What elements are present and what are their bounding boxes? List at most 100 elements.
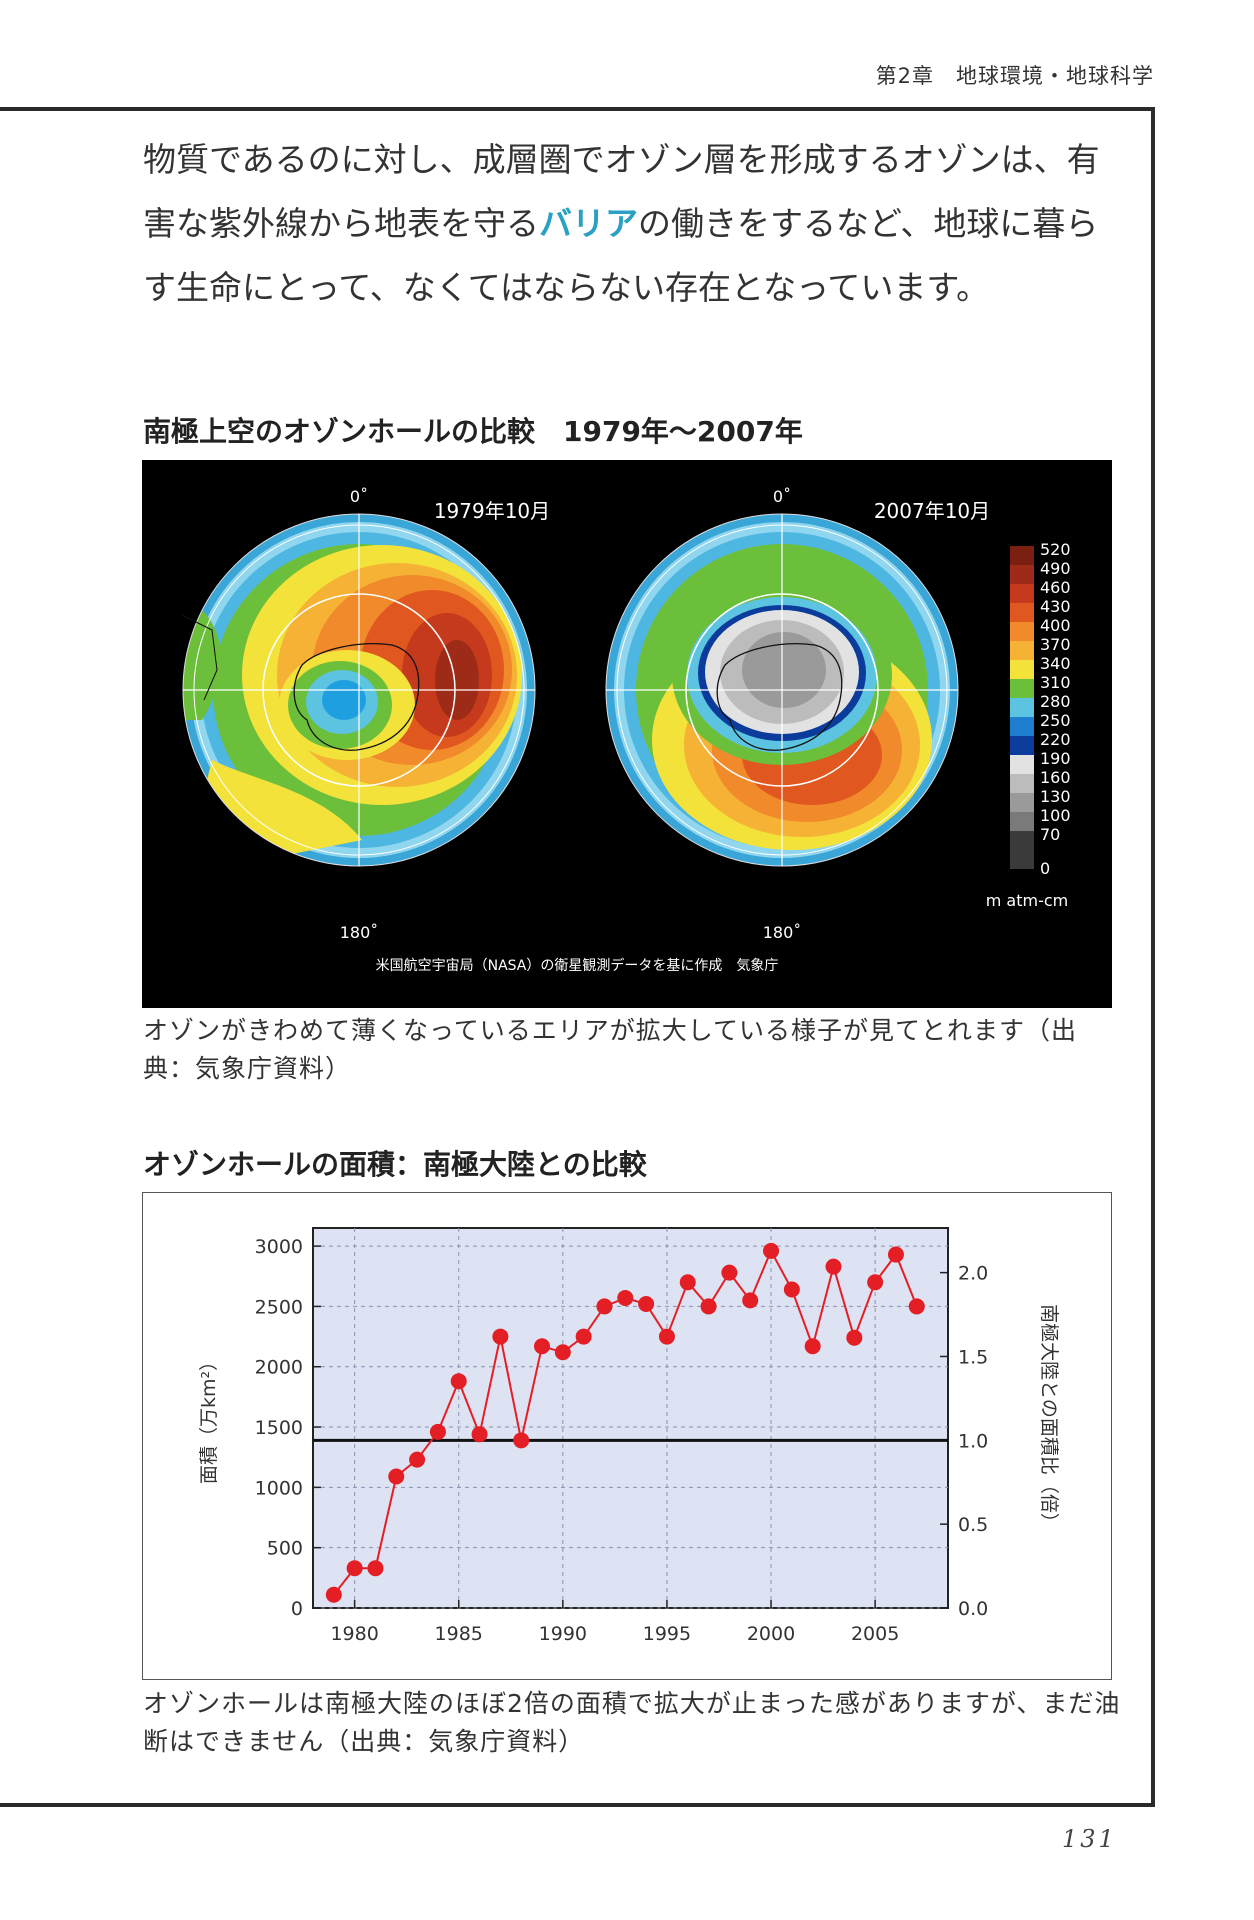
legend-swatch	[1010, 698, 1034, 717]
legend-tick-label: 70	[1040, 825, 1060, 844]
x-tick-label: 1985	[435, 1623, 483, 1645]
data-point	[367, 1560, 384, 1577]
legend-tick-label: 430	[1040, 597, 1071, 616]
map-right-label: 2007年10月	[874, 499, 990, 523]
y2-tick-label: 0.5	[958, 1514, 988, 1536]
y2-tick-label: 1.0	[958, 1430, 988, 1452]
legend-tick-label: 280	[1040, 692, 1071, 711]
legend-swatch	[1010, 717, 1034, 736]
x-tick-label: 1980	[330, 1623, 378, 1645]
ozone-area-chart: 0 500 1000 1500 2000 2500 3000 1980 1985 1990 1995…	[142, 1192, 1112, 1680]
data-point	[617, 1289, 634, 1306]
page-frame	[0, 107, 1155, 1807]
legend-tick-label: 520	[1040, 540, 1071, 559]
lon-top-left: 0˚	[350, 487, 368, 506]
legend-swatch	[1010, 641, 1034, 660]
data-point	[908, 1298, 925, 1315]
data-point	[783, 1281, 800, 1298]
legend-tick-label: 460	[1040, 578, 1071, 597]
legend-tick-label: 160	[1040, 768, 1071, 787]
x-tick-label: 2005	[851, 1623, 899, 1645]
data-point	[325, 1586, 342, 1603]
figure2-title: オゾンホールの面積：南極大陸との比較	[143, 1148, 647, 1181]
chart-svg: 0 500 1000 1500 2000 2500 3000 1980 1985 1990 1995…	[198, 1227, 1060, 1645]
colorbar-legend: 5204904604304003703403102802502201901601…	[1010, 540, 1071, 878]
legend-swatch	[1010, 736, 1034, 755]
map-2007	[605, 513, 959, 867]
data-point	[867, 1274, 884, 1291]
data-point	[742, 1292, 759, 1309]
legend-tick-label: 310	[1040, 673, 1071, 692]
y-tick-label: 1000	[255, 1477, 303, 1499]
y-tick-label: 2000	[255, 1357, 303, 1379]
data-point	[804, 1338, 821, 1355]
legend-tick-label: 130	[1040, 787, 1071, 806]
y2-axis-label: 南極大陸との面積比（倍）	[1038, 1304, 1060, 1532]
legend-tick-label: 250	[1040, 711, 1071, 730]
chapter-header: 第2章 地球環境・地球科学	[875, 64, 1154, 88]
data-point	[846, 1329, 863, 1346]
legend-swatch	[1010, 603, 1034, 622]
data-point	[700, 1298, 717, 1315]
map-1979	[181, 513, 536, 867]
map-credit: 米国航空宇宙局（NASA）の衛星観測データを基に作成 気象庁	[376, 957, 779, 974]
figure1-title: 南極上空のオゾンホールの比較 1979年～2007年	[143, 415, 803, 448]
legend-swatch	[1010, 812, 1034, 831]
y-tick-label: 1500	[255, 1417, 303, 1439]
data-point	[429, 1423, 446, 1440]
data-point	[471, 1426, 488, 1443]
y2-tick-label: 0.0	[958, 1598, 988, 1620]
legend-swatch	[1010, 622, 1034, 641]
legend-swatch	[1010, 679, 1034, 698]
y-tick-label: 3000	[255, 1236, 303, 1258]
data-point	[388, 1468, 405, 1485]
x-tick-label: 1990	[539, 1623, 587, 1645]
legend-tick-label: 100	[1040, 806, 1071, 825]
body-text-highlight: バリア	[539, 204, 638, 243]
data-point	[513, 1432, 530, 1449]
y-axis-label: 面積（万km²）	[198, 1352, 220, 1484]
data-point	[575, 1328, 592, 1345]
legend-tick-label: 370	[1040, 635, 1071, 654]
data-point	[346, 1560, 363, 1577]
figure1-caption: オゾンがきわめて薄くなっているエリアが拡大している様子が見てとれます（出典：気象…	[143, 1016, 1078, 1083]
legend-swatch	[1010, 546, 1034, 565]
y2-tick-label: 2.0	[958, 1263, 988, 1285]
lon-bottom-left: 180˚	[340, 923, 379, 942]
x-tick-label: 1995	[643, 1623, 691, 1645]
data-point	[679, 1274, 696, 1291]
lon-bottom-right: 180˚	[763, 923, 802, 942]
legend-tick-label: 340	[1040, 654, 1071, 673]
y-tick-label: 500	[267, 1538, 303, 1560]
plot-area	[312, 1227, 949, 1609]
legend-tick-label: 220	[1040, 730, 1071, 749]
body-text-part2: の働きをするなど、地球に暮らす生命にとって、なくてはならない存在となっています。	[143, 204, 1099, 307]
data-point	[638, 1296, 655, 1312]
data-point	[887, 1246, 904, 1263]
data-point	[596, 1298, 613, 1315]
ozone-maps-svg: 0˚ 0˚ 180˚ 180˚ 1979年10月 2007年10月 米国航空宇宙…	[181, 487, 1071, 974]
data-point	[763, 1242, 780, 1259]
data-point	[825, 1258, 842, 1275]
legend-swatch	[1010, 565, 1034, 584]
data-point	[492, 1328, 509, 1345]
legend-swatch	[1010, 774, 1034, 793]
map-left-label: 1979年10月	[434, 499, 550, 523]
data-point	[450, 1373, 467, 1390]
lon-top-right: 0˚	[773, 487, 791, 506]
legend-swatch	[1010, 831, 1034, 869]
legend-tick-label: 190	[1040, 749, 1071, 768]
legend-unit: m atm-cm	[986, 891, 1069, 910]
page-number: 131	[1062, 1825, 1117, 1853]
data-point	[658, 1328, 675, 1345]
figure2-caption: オゾンホールは南極大陸のほぼ2倍の面積で拡大が止まった感がありますが、まだ油断は…	[143, 1689, 1121, 1756]
legend-tick-label: 490	[1040, 559, 1071, 578]
y-tick-label: 0	[291, 1598, 303, 1620]
x-tick-label: 2000	[747, 1623, 795, 1645]
body-text-part1: 物質であるのに対し、成層圏でオゾン層を形成するオゾンは、有害な紫外線から地表を守…	[143, 140, 1100, 243]
legend-swatch	[1010, 660, 1034, 679]
data-point	[534, 1338, 551, 1355]
body-paragraph: 物質であるのに対し、成層圏でオゾン層を形成するオゾンは、有害な紫外線から地表を守…	[143, 128, 1123, 320]
legend-swatch	[1010, 755, 1034, 774]
ozone-map-panel: 0˚ 0˚ 180˚ 180˚ 1979年10月 2007年10月 米国航空宇宙…	[142, 460, 1112, 1008]
